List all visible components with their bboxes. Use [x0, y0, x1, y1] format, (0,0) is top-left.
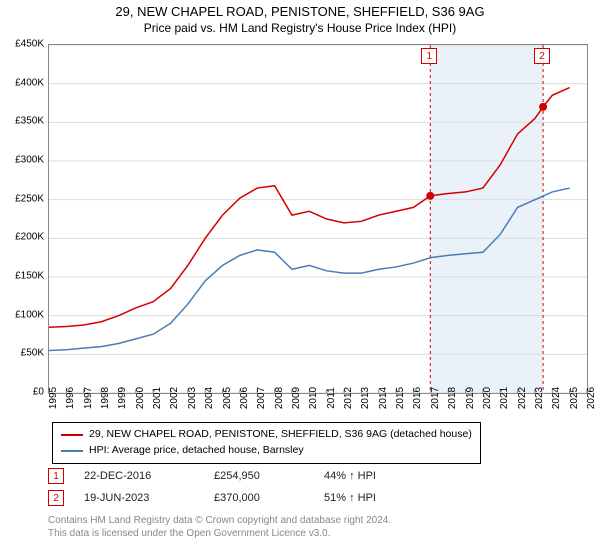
x-tick-label: 1999 — [117, 387, 128, 409]
footer: Contains HM Land Registry data © Crown c… — [48, 514, 391, 540]
y-tick-label: £50K — [21, 348, 44, 359]
x-tick-label: 2017 — [430, 387, 441, 409]
x-tick-label: 2019 — [465, 387, 476, 409]
x-tick-label: 2024 — [551, 387, 562, 409]
sale-delta: 44% ↑ HPI — [324, 470, 414, 482]
x-tick-label: 2015 — [395, 387, 406, 409]
x-tick-label: 2021 — [499, 387, 510, 409]
chart-marker-badge: 1 — [421, 48, 437, 64]
x-tick-label: 2009 — [291, 387, 302, 409]
y-tick-label: £100K — [15, 309, 44, 320]
x-tick-label: 2012 — [343, 387, 354, 409]
sale-price: £254,950 — [214, 470, 304, 482]
x-tick-label: 2000 — [135, 387, 146, 409]
x-tick-label: 2016 — [412, 387, 423, 409]
sale-events: 1 22-DEC-2016 £254,950 44% ↑ HPI 2 19-JU… — [48, 468, 414, 512]
x-tick-label: 2002 — [169, 387, 180, 409]
x-tick-label: 1997 — [83, 387, 94, 409]
chart-title: 29, NEW CHAPEL ROAD, PENISTONE, SHEFFIEL… — [0, 4, 600, 19]
x-tick-label: 2003 — [187, 387, 198, 409]
x-tick-label: 2026 — [586, 387, 597, 409]
y-tick-label: £200K — [15, 232, 44, 243]
chart-subtitle: Price paid vs. HM Land Registry's House … — [0, 21, 600, 35]
title-block: 29, NEW CHAPEL ROAD, PENISTONE, SHEFFIEL… — [0, 0, 600, 35]
sale-date: 19-JUN-2023 — [84, 492, 194, 504]
sale-row: 1 22-DEC-2016 £254,950 44% ↑ HPI — [48, 468, 414, 484]
footer-line: Contains HM Land Registry data © Crown c… — [48, 514, 391, 527]
x-tick-label: 2005 — [222, 387, 233, 409]
x-tick-label: 2014 — [378, 387, 389, 409]
x-tick-label: 2023 — [534, 387, 545, 409]
x-tick-label: 2010 — [308, 387, 319, 409]
x-tick-label: 2013 — [360, 387, 371, 409]
x-tick-label: 2011 — [326, 387, 337, 409]
y-tick-label: £400K — [15, 77, 44, 88]
x-tick-label: 1998 — [100, 387, 111, 409]
x-tick-label: 2007 — [256, 387, 267, 409]
legend-swatch-icon — [61, 450, 83, 452]
chart-area: £0£50K£100K£150K£200K£250K£300K£350K£400… — [48, 44, 588, 394]
legend-label: HPI: Average price, detached house, Barn… — [89, 443, 304, 459]
sale-date: 22-DEC-2016 — [84, 470, 194, 482]
y-tick-label: £250K — [15, 193, 44, 204]
legend-item-subject: 29, NEW CHAPEL ROAD, PENISTONE, SHEFFIEL… — [61, 427, 472, 443]
plot-area — [48, 44, 588, 394]
x-tick-label: 2025 — [569, 387, 580, 409]
y-tick-label: £150K — [15, 271, 44, 282]
x-tick-label: 2020 — [482, 387, 493, 409]
legend-swatch-icon — [61, 434, 83, 436]
sale-badge-icon: 1 — [48, 468, 64, 484]
x-tick-label: 1996 — [65, 387, 76, 409]
x-tick-label: 2018 — [447, 387, 458, 409]
x-tick-label: 1995 — [48, 387, 59, 409]
sale-row: 2 19-JUN-2023 £370,000 51% ↑ HPI — [48, 490, 414, 506]
x-tick-label: 2001 — [152, 387, 163, 409]
y-tick-label: £300K — [15, 155, 44, 166]
x-tick-label: 2022 — [517, 387, 528, 409]
x-tick-label: 2004 — [204, 387, 215, 409]
chart-marker-badge: 2 — [534, 48, 550, 64]
sale-delta: 51% ↑ HPI — [324, 492, 414, 504]
chart-svg — [49, 45, 587, 393]
x-tick-label: 2006 — [239, 387, 250, 409]
sale-price: £370,000 — [214, 492, 304, 504]
y-tick-label: £450K — [15, 39, 44, 50]
y-tick-label: £350K — [15, 116, 44, 127]
chart-container: 29, NEW CHAPEL ROAD, PENISTONE, SHEFFIEL… — [0, 0, 600, 560]
legend-item-hpi: HPI: Average price, detached house, Barn… — [61, 443, 472, 459]
footer-line: This data is licensed under the Open Gov… — [48, 527, 391, 540]
legend-label: 29, NEW CHAPEL ROAD, PENISTONE, SHEFFIEL… — [89, 427, 472, 443]
legend: 29, NEW CHAPEL ROAD, PENISTONE, SHEFFIEL… — [52, 422, 481, 464]
x-tick-label: 2008 — [274, 387, 285, 409]
y-tick-label: £0 — [33, 387, 44, 398]
sale-badge-icon: 2 — [48, 490, 64, 506]
